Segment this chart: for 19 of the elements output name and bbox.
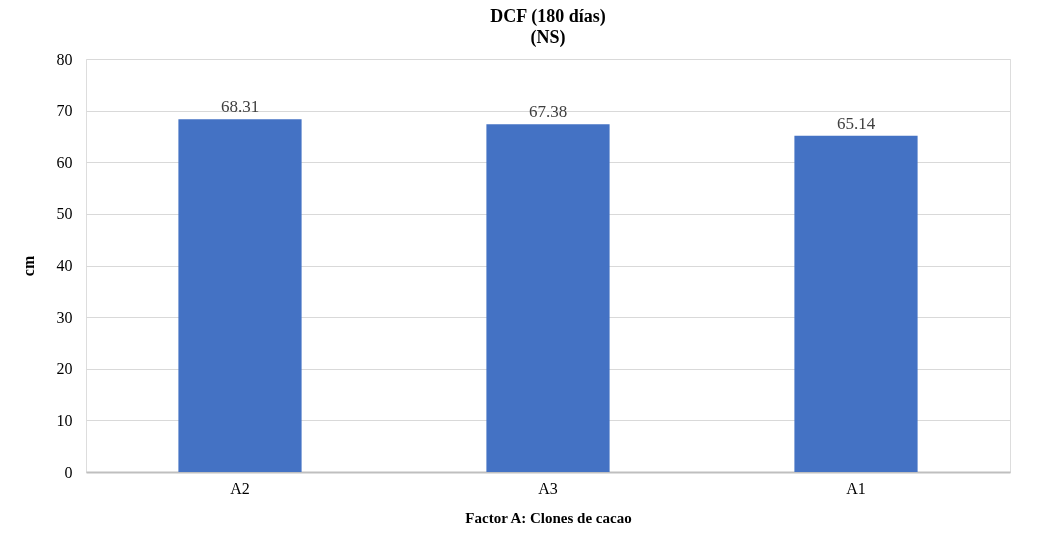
chart-subtitle: (NS) bbox=[530, 27, 566, 48]
data-label: 67.38 bbox=[528, 102, 568, 122]
y-tick-label: 80 bbox=[56, 50, 73, 68]
y-tick-label: 20 bbox=[56, 360, 73, 378]
y-tick-label: 30 bbox=[56, 308, 73, 326]
data-label: 68.31 bbox=[220, 97, 260, 117]
y-tick-label: 50 bbox=[56, 205, 73, 223]
y-tick-label: 60 bbox=[56, 153, 73, 171]
x-axis-title: Factor A: Clones de cacao bbox=[465, 509, 632, 526]
x-tick-label: A3 bbox=[538, 479, 558, 497]
chart-title: DCF (180 días) bbox=[490, 6, 606, 27]
x-tick-label: A2 bbox=[230, 479, 250, 497]
y-tick-label: 40 bbox=[56, 257, 73, 274]
y-tick-label: 0 bbox=[64, 463, 73, 481]
data-label: 65.14 bbox=[836, 113, 876, 133]
y-axis-title: cm bbox=[19, 255, 37, 277]
x-tick-label: A1 bbox=[846, 479, 866, 497]
y-tick-label: 70 bbox=[56, 102, 73, 120]
y-tick-label: 10 bbox=[56, 411, 73, 429]
